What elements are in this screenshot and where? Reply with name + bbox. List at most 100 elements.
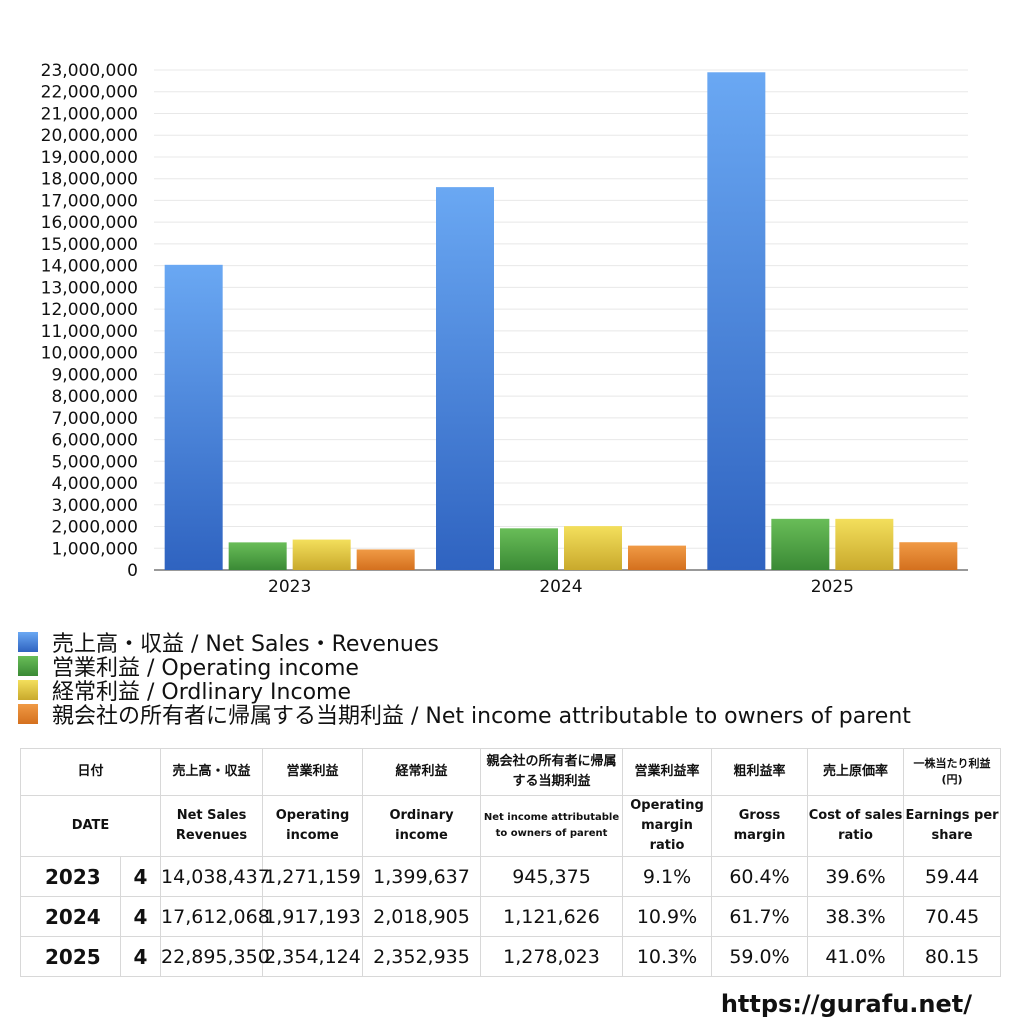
row-sales: 17,612,068 [160, 896, 270, 937]
y-tick-label: 9,000,000 [51, 365, 138, 385]
row-eps: 80.15 [903, 936, 1002, 977]
bar-chart: 01,000,0002,000,0003,000,0004,000,0005,0… [41, 61, 968, 597]
chart-legend: 売上高・収益 / Net Sales・Revenues 営業利益 / Opera… [18, 630, 911, 729]
y-tick-label: 14,000,000 [41, 257, 138, 277]
row-net: 1,278,023 [480, 936, 624, 977]
table-header-jp: 日付 売上高・収益 営業利益 経常利益 親会社の所有者に帰属する当期利益 営業利… [19, 748, 1002, 796]
bar-2024-series-2 [564, 526, 622, 570]
legend-label: 経常利益 / Ordlinary Income [52, 680, 351, 705]
y-tick-label: 12,000,000 [41, 300, 138, 320]
row-eps: 70.45 [903, 896, 1002, 937]
row-count: 4 [119, 936, 162, 977]
row-net: 945,375 [480, 856, 624, 897]
row-year: 2024 [20, 896, 121, 937]
row-sales: 22,895,350 [160, 936, 270, 977]
row-cost: 38.3% [807, 896, 905, 937]
bar-2024-series-3 [628, 545, 686, 570]
header-gross-en: Gross margin [711, 795, 809, 857]
y-tick-label: 23,000,000 [41, 61, 138, 81]
y-tick-label: 19,000,000 [41, 148, 138, 168]
bar-2024-series-0 [436, 187, 494, 570]
y-tick-label: 20,000,000 [41, 126, 138, 146]
row-opm: 10.9% [622, 896, 713, 937]
header-sales-en: Net Sales Revenues [160, 795, 264, 857]
bar-2025-series-3 [899, 542, 958, 570]
y-tick-label: 5,000,000 [51, 452, 138, 472]
header-net-en: Net income attributable to owners of par… [480, 795, 624, 857]
legend-item-ordinary-income: 経常利益 / Ordlinary Income [18, 678, 911, 705]
bar-2023-series-2 [292, 539, 351, 570]
bar-2025-series-0 [707, 72, 766, 571]
header-net-jp: 親会社の所有者に帰属する当期利益 [480, 748, 624, 796]
y-tick-label: 15,000,000 [41, 235, 138, 255]
y-tick-label: 7,000,000 [51, 409, 138, 429]
row-year: 2023 [20, 856, 121, 897]
y-tick-label: 18,000,000 [41, 170, 138, 190]
row-net: 1,121,626 [480, 896, 624, 937]
y-tick-label: 13,000,000 [41, 278, 138, 298]
row-count: 4 [119, 856, 162, 897]
row-ord: 2,018,905 [362, 896, 482, 937]
y-tick-label: 6,000,000 [51, 431, 138, 451]
row-gross: 60.4% [711, 856, 809, 897]
y-tick-label: 16,000,000 [41, 213, 138, 233]
x-tick-label: 2024 [539, 577, 582, 597]
row-gross: 59.0% [711, 936, 809, 977]
bar-2024-series-1 [500, 528, 558, 570]
row-cost: 39.6% [807, 856, 905, 897]
header-ord-en: Ordinary income [362, 795, 482, 857]
legend-label: 売上高・収益 / Net Sales・Revenues [52, 632, 439, 657]
y-tick-label: 3,000,000 [51, 496, 138, 516]
row-ord: 2,352,935 [362, 936, 482, 977]
bar-2025-series-1 [771, 518, 830, 570]
bar-2023-series-1 [228, 542, 287, 570]
y-tick-label: 21,000,000 [41, 104, 138, 124]
y-tick-label: 4,000,000 [51, 474, 138, 494]
row-cost: 41.0% [807, 936, 905, 977]
row-gross: 61.7% [711, 896, 809, 937]
y-tick-label: 1,000,000 [51, 539, 138, 559]
bar-2023-series-3 [356, 549, 415, 570]
header-date-jp: 日付 [19, 748, 162, 796]
y-tick-label: 10,000,000 [41, 344, 138, 364]
legend-swatch [18, 632, 38, 652]
table-row: 2024 4 17,612,068 1,917,193 2,018,905 1,… [20, 896, 1002, 937]
row-count: 4 [119, 896, 162, 937]
x-tick-label: 2025 [811, 577, 854, 597]
y-tick-label: 11,000,000 [41, 322, 138, 342]
table-row: 2023 4 14,038,437 1,271,159 1,399,637 94… [20, 856, 1002, 897]
header-cost-jp: 売上原価率 [807, 748, 905, 796]
financial-table: 日付 売上高・収益 営業利益 経常利益 親会社の所有者に帰属する当期利益 営業利… [19, 748, 1002, 977]
table-header-en: DATE Net Sales Revenues Operating income… [19, 795, 1002, 857]
row-year: 2025 [20, 936, 121, 977]
header-date-en: DATE [19, 795, 162, 857]
row-opm: 10.3% [622, 936, 713, 977]
chart-grid [154, 69, 968, 571]
row-ord: 1,399,637 [362, 856, 482, 897]
legend-swatch [18, 656, 38, 676]
row-eps: 59.44 [903, 856, 1002, 897]
header-opm-en: Operating margin ratio [622, 795, 713, 857]
legend-swatch [18, 704, 38, 724]
header-eps-jp: 一株当たり利益(円) [903, 748, 1002, 796]
bar-2023-series-0 [164, 264, 223, 570]
legend-label: 親会社の所有者に帰属する当期利益 / Net income attributab… [52, 704, 911, 729]
row-opm: 9.1% [622, 856, 713, 897]
legend-swatch [18, 680, 38, 700]
x-axis-ticks: 2023 2024 2025 [268, 577, 854, 597]
row-op: 1,271,159 [262, 856, 364, 897]
header-cost-en: Cost of sales ratio [807, 795, 905, 857]
x-tick-label: 2023 [268, 577, 311, 597]
chart-bars [164, 72, 958, 571]
y-tick-label: 0 [127, 561, 138, 581]
bar-2025-series-2 [835, 518, 894, 570]
legend-label: 営業利益 / Operating income [52, 656, 359, 681]
header-op-jp: 営業利益 [262, 748, 364, 796]
header-opm-jp: 営業利益率 [622, 748, 713, 796]
row-op: 1,917,193 [262, 896, 364, 937]
y-tick-label: 17,000,000 [41, 191, 138, 211]
y-tick-label: 2,000,000 [51, 518, 138, 538]
y-tick-label: 22,000,000 [41, 83, 138, 103]
site-url: https://gurafu.net/ [720, 990, 972, 1018]
table-row: 2025 4 22,895,350 2,354,124 2,352,935 1,… [20, 936, 1002, 977]
